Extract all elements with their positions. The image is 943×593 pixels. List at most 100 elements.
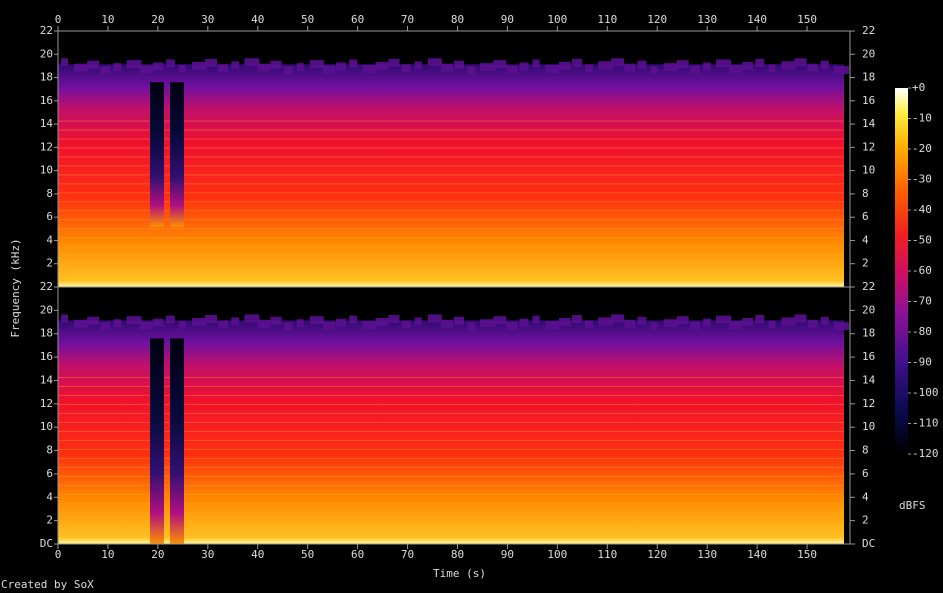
x-tick-label: 20 xyxy=(151,548,164,561)
spectrum-band xyxy=(58,219,844,221)
x-tick-label-top: 90 xyxy=(501,13,514,26)
x-tick-label: 110 xyxy=(597,548,617,561)
x-tick-label-top: 130 xyxy=(697,13,717,26)
spectrum-top xyxy=(257,63,271,72)
spectrum-top xyxy=(807,319,818,328)
spectrum-band xyxy=(58,129,844,131)
x-tick-label-top: 150 xyxy=(797,13,817,26)
x-tick-label-top: 50 xyxy=(301,13,314,26)
spectrum-top xyxy=(100,322,111,331)
spectrum-top xyxy=(545,64,560,73)
x-tick-label: 100 xyxy=(547,548,567,561)
spectrum-top xyxy=(401,64,411,73)
x-tick-label-top: 40 xyxy=(251,13,264,26)
y-tick-label-right: 4 xyxy=(862,233,869,246)
y-tick-label-right: 16 xyxy=(862,350,875,363)
x-tick-label-top: 10 xyxy=(101,13,114,26)
y-tick-label-right: 2 xyxy=(862,514,869,527)
y-tick-label-right: 20 xyxy=(862,303,875,316)
spectrum-top xyxy=(676,60,689,69)
x-tick-label: 10 xyxy=(101,548,114,561)
spectrum-fill xyxy=(58,64,844,287)
spectrum-top xyxy=(270,60,282,69)
y-tick-label: 4 xyxy=(46,233,53,246)
y-tick-label: 6 xyxy=(46,210,53,223)
spectrum-band xyxy=(58,201,844,203)
spectrum-top xyxy=(611,58,625,67)
y-tick-label-right: 16 xyxy=(862,94,875,107)
spectrum-band xyxy=(58,174,844,176)
spectrum-top xyxy=(349,315,358,324)
spectrum-top xyxy=(820,316,829,325)
spectrum-top xyxy=(74,63,89,72)
spectrum-top xyxy=(375,318,389,327)
spectrum-top xyxy=(598,317,614,326)
spectrum-top xyxy=(519,318,529,327)
spectrum-top xyxy=(283,66,293,75)
spectrum-top xyxy=(139,65,153,74)
y-tick-label: 14 xyxy=(40,117,54,130)
spectrum-top xyxy=(702,318,711,327)
spectrum-top xyxy=(585,320,593,329)
spectrum-top xyxy=(440,319,453,328)
spectrum-top xyxy=(349,59,358,68)
spectrum-top xyxy=(388,58,400,67)
spectrum-band xyxy=(58,412,844,414)
spectrum-band xyxy=(58,448,844,450)
x-tick-label: 70 xyxy=(401,548,414,561)
spectrum-top xyxy=(637,316,647,325)
y-tick-label-right: 4 xyxy=(862,490,869,503)
spectrum-band xyxy=(58,376,844,378)
y-tick-label-right: 14 xyxy=(862,117,876,130)
spectrum-top xyxy=(624,319,636,328)
spectrum-top xyxy=(689,321,700,330)
y-axis-label: Frequency (kHz) xyxy=(9,238,22,337)
spectrum-top xyxy=(192,61,206,70)
spectrum-band xyxy=(58,520,844,522)
spectrum-top xyxy=(440,63,453,72)
x-tick-label-top: 0 xyxy=(55,13,62,26)
spectrum-top xyxy=(571,315,582,324)
spectrum-top xyxy=(152,318,164,327)
spectrum-top xyxy=(388,315,400,324)
spectrum-top xyxy=(323,65,335,74)
y-tick-label-right: 6 xyxy=(862,467,869,480)
y-tick-label: 10 xyxy=(40,420,53,433)
y-tick-label: 10 xyxy=(40,164,53,177)
spectrum-band xyxy=(58,475,844,477)
spectrum-top xyxy=(61,314,68,323)
spectrum-top xyxy=(532,59,540,68)
spectrum-top xyxy=(663,63,678,72)
spectrum-top xyxy=(833,66,849,75)
colorbar-tick-label: -110 xyxy=(912,417,939,430)
spectrum-top xyxy=(467,66,476,75)
spectrum-top xyxy=(323,321,335,330)
spectrum-top xyxy=(375,61,389,70)
spectrum-top xyxy=(545,321,560,330)
y-tick-label-right: DC xyxy=(862,537,875,550)
y-tick-label-right: 14 xyxy=(862,373,876,386)
spectrum-top xyxy=(296,63,304,72)
spectrum-top xyxy=(480,319,496,328)
x-tick-label: 50 xyxy=(301,548,314,561)
colorbar-label: dBFS xyxy=(899,499,926,512)
spectrum-top xyxy=(755,58,765,67)
credit: Created by SoX xyxy=(1,578,94,591)
spectrum-top xyxy=(414,317,422,326)
spectrum-top xyxy=(100,66,111,75)
y-tick-label: 12 xyxy=(40,140,53,153)
spectrum-top xyxy=(519,62,529,71)
spectrum-top xyxy=(113,63,122,72)
spectrum-top xyxy=(218,320,229,329)
y-tick-label-right: 18 xyxy=(862,327,875,340)
spectrum-band xyxy=(58,120,844,122)
y-tick-label-right: 8 xyxy=(862,444,869,457)
spectrum-top xyxy=(414,61,422,70)
colorbar-tick-label: -10 xyxy=(912,112,932,125)
x-tick-label-top: 60 xyxy=(351,13,364,26)
y-tick-label-right: 10 xyxy=(862,420,875,433)
x-tick-label: 90 xyxy=(501,548,514,561)
spectrum-top xyxy=(768,64,776,73)
spectrum-top xyxy=(231,61,240,70)
